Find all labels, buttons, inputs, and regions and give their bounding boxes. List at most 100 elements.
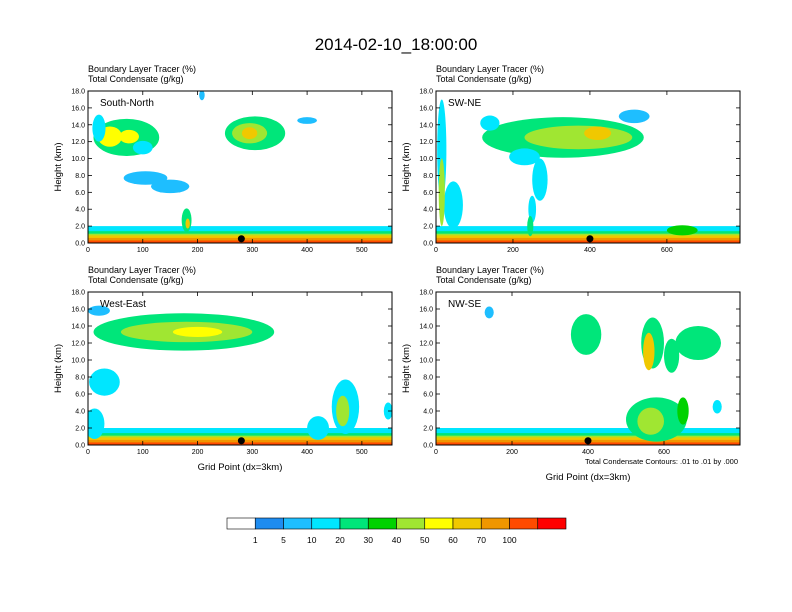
- tracer-blob: [383, 402, 392, 420]
- tracer-blob: [570, 314, 602, 355]
- y-tick-label: 0.0: [75, 443, 85, 450]
- tracer-blob: [438, 158, 445, 227]
- colorbar-swatch: [537, 517, 567, 530]
- y-tick-label: 10.0: [71, 156, 85, 163]
- x-tick-label: 400: [584, 247, 596, 254]
- y-tick-label: 6.0: [423, 190, 433, 197]
- y-tick-label: 16.0: [419, 307, 433, 314]
- tracer-blob: [677, 397, 689, 425]
- x-tick-label: 500: [356, 449, 368, 456]
- y-tick-label: 8.0: [423, 375, 433, 382]
- y-tick-label: 8.0: [423, 173, 433, 180]
- y-tick-label: 0.0: [75, 241, 85, 248]
- x-tick-label: 300: [246, 449, 258, 456]
- location-marker: [237, 235, 245, 243]
- tracer-field: [88, 292, 392, 445]
- tracer-blob: [92, 114, 106, 142]
- y-tick-label: 4.0: [75, 409, 85, 416]
- tracer-blob: [443, 181, 463, 229]
- colorbar-label: 40: [392, 535, 402, 545]
- x-tick-label: 600: [658, 449, 670, 456]
- plot-frame: [87, 90, 393, 244]
- colorbar-swatch: [452, 517, 482, 530]
- colorbar-label: 50: [420, 535, 430, 545]
- colorbar-swatch: [424, 517, 454, 530]
- plot-background: [436, 91, 740, 243]
- y-tick-label: 2.0: [75, 426, 85, 433]
- colorbar-label: 10: [307, 535, 317, 545]
- x-tick-label: 200: [506, 449, 518, 456]
- tracer-blob: [172, 326, 223, 338]
- colorbar-swatch: [226, 517, 256, 530]
- plot-background: [88, 91, 392, 243]
- tracer-blob: [664, 338, 680, 373]
- tracer-blob: [643, 332, 655, 371]
- x-tick-label: 200: [192, 247, 204, 254]
- y-tick-label: 2.0: [423, 224, 433, 231]
- x-tick-label: 200: [192, 449, 204, 456]
- y-tick-label: 10.0: [419, 358, 433, 365]
- y-tick-label: 14.0: [71, 122, 85, 129]
- y-tick-label: 14.0: [419, 324, 433, 331]
- panel-nw-se: 0.0 2.0 4.0 6.0 8.0 10.0 12.0 14.0 16.0 18.0 0 200 4…: [401, 265, 741, 483]
- y-tick-label: 16.0: [419, 105, 433, 112]
- colorbar-swatch: [283, 517, 313, 530]
- x-axis-label: Grid Point (dx=3km): [546, 472, 631, 483]
- y-tick-label: 4.0: [75, 207, 85, 214]
- plot-frame: [435, 90, 741, 244]
- tracer-blob: [637, 407, 664, 435]
- panel-label: SW-NE: [448, 98, 481, 109]
- y-axis-label: Height (km): [53, 344, 64, 393]
- y-tick-label: 12.0: [419, 341, 433, 348]
- colorbar-label: 100: [502, 535, 516, 545]
- y-tick-label: 18.0: [71, 290, 85, 297]
- tracer-blob: [119, 129, 139, 144]
- tracer-blob: [132, 140, 153, 155]
- location-marker: [586, 235, 594, 243]
- y-tick-label: 14.0: [71, 324, 85, 331]
- y-axis-label: Height (km): [53, 142, 64, 191]
- tracer-blob: [89, 368, 120, 396]
- colorbar-swatch: [367, 517, 397, 530]
- colorbar-label: 20: [335, 535, 345, 545]
- y-tick-label: 2.0: [423, 426, 433, 433]
- y-tick-label: 10.0: [419, 156, 433, 163]
- y-tick-label: 6.0: [423, 392, 433, 399]
- panels: 0.0 2.0 4.0 6.0 8.0 10.0 12.0 14.0 16.0 18.0 0 100 2…: [53, 64, 741, 483]
- y-tick-label: 4.0: [423, 409, 433, 416]
- x-tick-label: 500: [356, 247, 368, 254]
- colorbar-label: 70: [477, 535, 487, 545]
- tracer-blob: [88, 305, 110, 316]
- y-tick-label: 16.0: [71, 105, 85, 112]
- panel-subtitle-tracer: Boundary Layer Tracer (%): [88, 64, 196, 74]
- x-tick-label: 0: [434, 247, 438, 254]
- location-marker: [237, 437, 245, 445]
- y-tick-label: 10.0: [71, 358, 85, 365]
- y-tick-label: 6.0: [75, 392, 85, 399]
- x-tick-label: 400: [301, 449, 313, 456]
- y-tick-label: 12.0: [71, 139, 85, 146]
- y-tick-label: 18.0: [419, 290, 433, 297]
- tracer-field: [436, 91, 740, 243]
- tracer-blob: [584, 126, 612, 140]
- boundary-layer-band: [436, 240, 740, 243]
- colorbar-swatch: [480, 517, 510, 530]
- y-tick-label: 14.0: [419, 122, 433, 129]
- tracer-blob: [150, 179, 190, 194]
- tracer-blob: [297, 117, 317, 124]
- colorbar-label: 30: [364, 535, 374, 545]
- colorbar-swatch: [339, 517, 369, 530]
- tracer-field: [436, 292, 740, 445]
- tracer-blob: [88, 408, 105, 440]
- tracer-blob: [480, 115, 500, 131]
- x-tick-label: 100: [137, 247, 149, 254]
- location-marker: [584, 437, 592, 445]
- y-tick-label: 6.0: [75, 190, 85, 197]
- x-tick-label: 0: [434, 449, 438, 456]
- panel-label: South-North: [100, 98, 154, 109]
- x-tick-label: 400: [582, 449, 594, 456]
- panel-label: West-East: [100, 299, 146, 310]
- contour-note: Total Condensate Contours: .01 to .01 by…: [585, 457, 738, 466]
- y-tick-label: 0.0: [423, 443, 433, 450]
